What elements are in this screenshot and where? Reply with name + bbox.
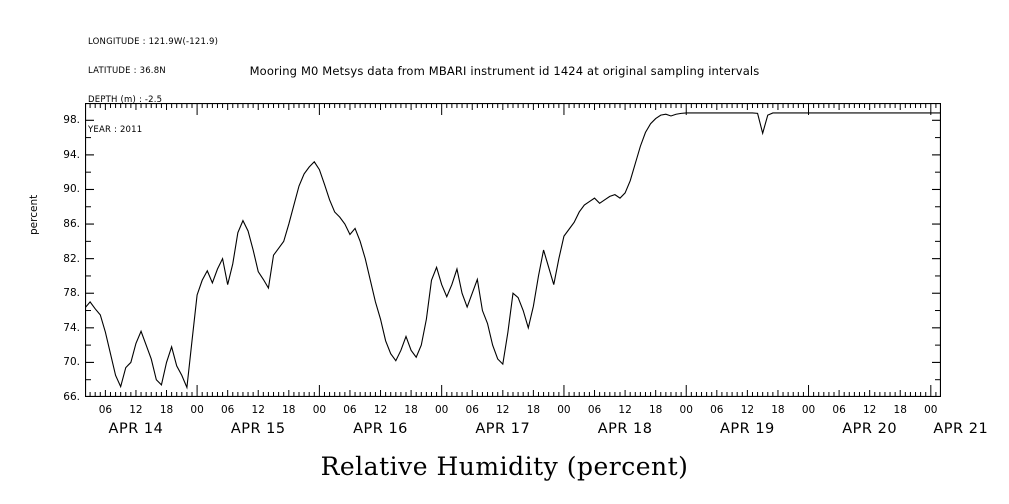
- x-hour-tick-label: 18: [526, 404, 541, 416]
- plot-svg: [85, 103, 941, 397]
- y-tick-label: 66.: [63, 391, 80, 403]
- metadata-block: LONGITUDE : 121.9W(-121.9) LATITUDE : 36…: [88, 18, 218, 155]
- x-hour-tick-label: 12: [862, 404, 877, 416]
- y-tick-label: 86.: [63, 218, 80, 231]
- x-hour-tick-label: 12: [373, 404, 388, 416]
- x-hour-tick-label: 00: [679, 404, 693, 416]
- y-tick-label: 74.: [63, 321, 80, 334]
- y-tick-label: 78.: [63, 287, 80, 300]
- x-hour-tick-label: 12: [618, 404, 632, 416]
- x-hour-tick-label: 00: [557, 404, 571, 416]
- x-hour-tick-label: 12: [496, 404, 510, 416]
- x-day-tick-label: APR 17: [475, 421, 531, 437]
- metadata-longitude: LONGITUDE : 121.9W(-121.9): [88, 36, 219, 47]
- metadata-depth: DEPTH (m) : -2.5: [88, 95, 163, 106]
- metadata-latitude: LATITUDE : 36.8N: [88, 65, 166, 76]
- x-hour-tick-label: 12: [251, 404, 265, 416]
- x-hour-tick-label: 00: [801, 404, 816, 416]
- x-hour-tick-label: 12: [129, 404, 143, 416]
- y-tick-label: 70.: [63, 356, 80, 369]
- x-hour-tick-label: 06: [710, 404, 724, 416]
- y-tick-label: 90.: [63, 183, 80, 196]
- x-hour-tick-label: 18: [893, 404, 907, 416]
- chart-title: Mooring M0 Metsys data from MBARI instru…: [249, 64, 760, 78]
- y-tick-label: 98.: [63, 114, 80, 127]
- x-hour-tick-label: 18: [404, 404, 418, 416]
- x-day-tick-label: APR 21: [933, 421, 989, 437]
- x-day-tick-label: APR 14: [108, 421, 164, 437]
- x-hour-tick-label: 18: [648, 404, 663, 416]
- chart-caption: Relative Humidity (percent): [320, 452, 689, 481]
- humidity-series-line: [85, 112, 941, 390]
- x-day-tick-label: APR 16: [353, 421, 408, 437]
- x-day-tick-label: APR 20: [842, 421, 898, 437]
- x-hour-tick-label: 06: [98, 404, 113, 416]
- x-hour-tick-label: 18: [771, 404, 785, 416]
- axis-ticks: [85, 103, 941, 397]
- x-hour-tick-label: 06: [465, 404, 479, 416]
- x-hour-tick-label: 06: [343, 404, 357, 416]
- x-hour-tick-label: 00: [434, 404, 449, 416]
- x-hour-tick-label: 06: [587, 404, 602, 416]
- x-day-tick-label: APR 15: [230, 421, 286, 437]
- metadata-year: YEAR : 2011: [88, 124, 143, 135]
- x-day-tick-label: APR 18: [597, 421, 653, 437]
- y-tick-label: 82.: [63, 252, 80, 265]
- plot-frame: [85, 103, 941, 397]
- x-hour-tick-label: 00: [190, 404, 204, 416]
- x-hour-tick-label: 12: [740, 404, 755, 416]
- y-axis-tick-labels: 98. 94. 90. 86. 82. 78. 74. 70. 66.: [0, 103, 80, 403]
- x-axis-hour-labels: 06 12 18 00 06 12 18 00 06 12 18 00 06 12 18 00 06 12 18 00…: [85, 404, 941, 420]
- x-axis-day-labels: APR 14 APR 15 APR 16 APR 17 APR 18 APR 19 APR …: [85, 421, 988, 437]
- x-hour-tick-label: 00: [312, 404, 327, 416]
- x-hour-tick-label: 18: [159, 404, 174, 416]
- plot-area: [85, 103, 941, 397]
- x-hour-tick-label: 18: [282, 404, 296, 416]
- x-hour-tick-label: 06: [220, 404, 235, 416]
- x-hour-tick-label: 06: [832, 404, 846, 416]
- y-tick-label: 94.: [63, 148, 80, 161]
- x-hour-tick-label: 00: [924, 404, 938, 416]
- x-day-tick-label: APR 19: [719, 421, 775, 437]
